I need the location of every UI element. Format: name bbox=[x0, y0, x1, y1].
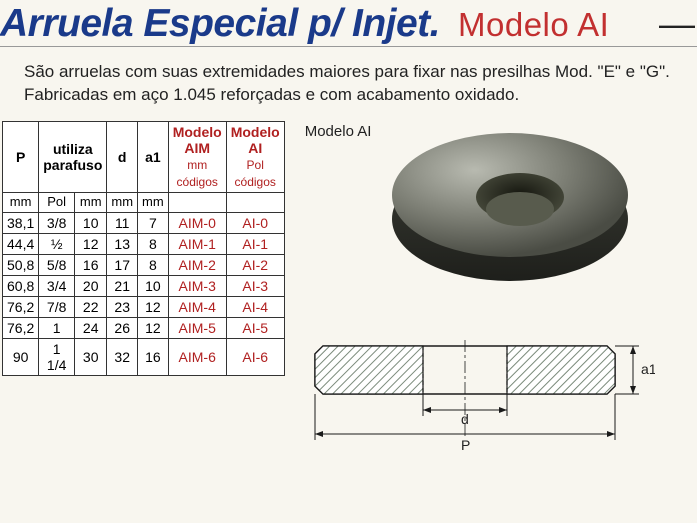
th-aim-sub: mm códigos bbox=[177, 158, 218, 189]
cell-p: 76,2 bbox=[3, 296, 39, 317]
cell-ai: AI-0 bbox=[226, 212, 284, 233]
cell-ai: AI-6 bbox=[226, 339, 284, 376]
cell-ai: AI-1 bbox=[226, 233, 284, 254]
cell-d: 11 bbox=[107, 212, 138, 233]
th-aim-blank bbox=[168, 192, 226, 212]
table-row: 901 1/4303216AIM-6AI-6 bbox=[3, 339, 285, 376]
cell-p: 38,1 bbox=[3, 212, 39, 233]
th-p-unit: mm bbox=[3, 192, 39, 212]
cell-a1: 12 bbox=[138, 318, 169, 339]
th-d-unit: mm bbox=[107, 192, 138, 212]
th-a1: a1 bbox=[138, 121, 169, 192]
cell-aim: AIM-2 bbox=[168, 254, 226, 275]
cell-pol: 1 bbox=[39, 318, 75, 339]
cell-a1: 8 bbox=[138, 254, 169, 275]
th-ai-sub: Pol códigos bbox=[235, 158, 276, 189]
th-p: P bbox=[3, 121, 39, 192]
th-aim: Modelo AIM mm códigos bbox=[168, 121, 226, 192]
cell-a1: 12 bbox=[138, 296, 169, 317]
table-row: 76,27/8222312AIM-4AI-4 bbox=[3, 296, 285, 317]
cell-a1: 7 bbox=[138, 212, 169, 233]
cell-aim: AIM-5 bbox=[168, 318, 226, 339]
title-bar: Arruela Especial p/ Injet. Modelo AI — bbox=[0, 0, 697, 47]
cell-par-mm: 22 bbox=[75, 296, 107, 317]
cell-p: 76,2 bbox=[3, 318, 39, 339]
cell-par-mm: 20 bbox=[75, 275, 107, 296]
cell-aim: AIM-4 bbox=[168, 296, 226, 317]
cell-d: 26 bbox=[107, 318, 138, 339]
th-d: d bbox=[107, 121, 138, 192]
cell-par-mm: 16 bbox=[75, 254, 107, 275]
page-title: Arruela Especial p/ Injet. bbox=[0, 2, 440, 46]
cell-a1: 8 bbox=[138, 233, 169, 254]
cell-pol: 7/8 bbox=[39, 296, 75, 317]
content-row: P utiliza parafuso d a1 Modelo AIM mm có… bbox=[0, 121, 697, 376]
cell-pol: 1 1/4 bbox=[39, 339, 75, 376]
cell-p: 50,8 bbox=[3, 254, 39, 275]
th-aim-lbl: Modelo AIM bbox=[173, 124, 222, 156]
cell-d: 17 bbox=[107, 254, 138, 275]
dim-p: P bbox=[461, 437, 470, 453]
th-pol-unit: Pol bbox=[39, 192, 75, 212]
th-ai-lbl: Modelo AI bbox=[231, 124, 280, 156]
cell-pol: ½ bbox=[39, 233, 75, 254]
th-a1-unit: mm bbox=[138, 192, 169, 212]
cell-aim: AIM-3 bbox=[168, 275, 226, 296]
cell-aim: AIM-6 bbox=[168, 339, 226, 376]
cell-par-mm: 24 bbox=[75, 318, 107, 339]
cell-p: 90 bbox=[3, 339, 39, 376]
cell-a1: 16 bbox=[138, 339, 169, 376]
spec-table: P utiliza parafuso d a1 Modelo AIM mm có… bbox=[2, 121, 285, 376]
cell-p: 60,8 bbox=[3, 275, 39, 296]
cell-pol: 3/8 bbox=[39, 212, 75, 233]
cell-par-mm: 30 bbox=[75, 339, 107, 376]
cell-d: 21 bbox=[107, 275, 138, 296]
cell-a1: 10 bbox=[138, 275, 169, 296]
cell-aim: AIM-1 bbox=[168, 233, 226, 254]
cell-ai: AI-3 bbox=[226, 275, 284, 296]
cell-pol: 5/8 bbox=[39, 254, 75, 275]
th-ai-blank bbox=[226, 192, 284, 212]
washer-image bbox=[380, 121, 640, 301]
cell-ai: AI-5 bbox=[226, 318, 284, 339]
table-row: 76,21242612AIM-5AI-5 bbox=[3, 318, 285, 339]
cell-par-mm: 12 bbox=[75, 233, 107, 254]
cell-d: 32 bbox=[107, 339, 138, 376]
table-row: 44,4½12138AIM-1AI-1 bbox=[3, 233, 285, 254]
table-row: 38,13/810117AIM-0AI-0 bbox=[3, 212, 285, 233]
table-row: 50,85/816178AIM-2AI-2 bbox=[3, 254, 285, 275]
table-row: 60,83/4202110AIM-3AI-3 bbox=[3, 275, 285, 296]
dim-d: d bbox=[461, 411, 469, 427]
cell-ai: AI-2 bbox=[226, 254, 284, 275]
image-label: Modelo AI bbox=[305, 123, 372, 140]
cell-p: 44,4 bbox=[3, 233, 39, 254]
cell-aim: AIM-0 bbox=[168, 212, 226, 233]
th-ai: Modelo AI Pol códigos bbox=[226, 121, 284, 192]
cell-d: 23 bbox=[107, 296, 138, 317]
description-text: São arruelas com suas extremidades maior… bbox=[0, 55, 697, 121]
th-parmm-unit: mm bbox=[75, 192, 107, 212]
title-dash: — bbox=[659, 3, 697, 45]
cell-par-mm: 10 bbox=[75, 212, 107, 233]
cross-section-diagram: a1 d P bbox=[305, 336, 655, 456]
cell-d: 13 bbox=[107, 233, 138, 254]
dim-a1: a1 bbox=[641, 361, 655, 377]
cell-ai: AI-4 bbox=[226, 296, 284, 317]
cell-pol: 3/4 bbox=[39, 275, 75, 296]
th-utiliza: utiliza parafuso bbox=[39, 121, 107, 192]
page-subtitle: Modelo AI bbox=[458, 6, 609, 44]
